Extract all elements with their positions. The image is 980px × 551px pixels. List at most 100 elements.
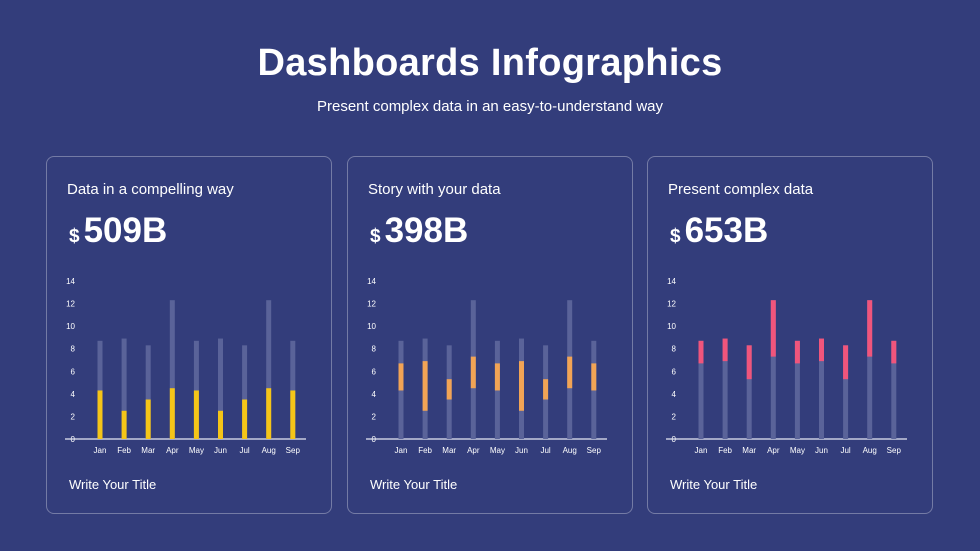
bar-may xyxy=(193,390,199,439)
y-tick-label: 14 xyxy=(667,277,676,286)
x-tick-label: May xyxy=(490,446,505,455)
x-tick-label: Jul xyxy=(239,446,249,455)
bar-apr xyxy=(770,300,776,357)
x-tick-label: Apr xyxy=(166,446,179,455)
y-tick-label: 10 xyxy=(66,322,75,331)
bar-jun xyxy=(519,361,524,411)
bar-aug xyxy=(867,300,873,357)
x-tick-label: Jan xyxy=(695,446,708,455)
card-heading: Story with your data xyxy=(368,181,501,198)
bar-chart: 02468101214JanFebMarAprMayJunJulAugSep xyxy=(65,277,306,455)
y-tick-label: 10 xyxy=(667,322,676,331)
x-tick-label: Feb xyxy=(718,446,732,455)
card-heading: Data in a compelling way xyxy=(67,181,234,198)
bar-aug xyxy=(567,356,573,389)
bar-may xyxy=(494,363,500,391)
card-value: $509B xyxy=(69,211,167,251)
bar-may xyxy=(794,340,800,364)
value-text: 509B xyxy=(83,211,168,250)
y-tick-label: 14 xyxy=(367,277,376,286)
y-tick-label: 12 xyxy=(66,300,75,309)
x-tick-label: Jun xyxy=(515,446,528,455)
y-tick-label: 12 xyxy=(367,300,376,309)
x-tick-label: Sep xyxy=(286,446,301,455)
bar-track xyxy=(770,300,776,439)
bar-track xyxy=(867,300,873,439)
bar-track xyxy=(218,338,223,439)
bar-track xyxy=(843,345,849,439)
x-tick-label: Apr xyxy=(767,446,780,455)
bar-jul xyxy=(242,399,248,439)
bar-track xyxy=(819,338,824,439)
y-tick-label: 2 xyxy=(672,412,677,421)
card-value: $653B xyxy=(670,211,768,251)
y-tick-label: 2 xyxy=(372,412,377,421)
x-tick-label: May xyxy=(189,446,204,455)
x-tick-label: Jul xyxy=(840,446,850,455)
currency-symbol: $ xyxy=(370,226,381,247)
bar-track xyxy=(121,338,127,439)
x-tick-label: Jun xyxy=(815,446,828,455)
bar-feb xyxy=(422,361,428,411)
x-tick-label: Mar xyxy=(141,446,155,455)
card-heading: Present complex data xyxy=(668,181,814,198)
bar-track xyxy=(722,338,728,439)
bar-aug xyxy=(266,388,272,439)
bar-track xyxy=(145,345,151,439)
dashboard-card: Data in a compelling way $509B 024681012… xyxy=(46,156,332,514)
bar-track xyxy=(891,340,897,439)
x-tick-label: Sep xyxy=(587,446,602,455)
x-tick-label: May xyxy=(790,446,805,455)
x-tick-label: Sep xyxy=(887,446,902,455)
bar-apr xyxy=(470,356,476,389)
page-title: Dashboards Infographics xyxy=(257,42,723,84)
y-tick-label: 8 xyxy=(71,345,76,354)
card-footer-title: Write Your Title xyxy=(370,477,458,492)
x-tick-label: Mar xyxy=(742,446,756,455)
dashboard-card: Story with your data $398B 02468101214Ja… xyxy=(347,156,633,514)
y-tick-label: 6 xyxy=(71,367,76,376)
bar-jun xyxy=(819,338,824,362)
y-tick-label: 6 xyxy=(672,367,677,376)
x-tick-label: Jan xyxy=(395,446,408,455)
x-tick-label: Aug xyxy=(863,446,877,455)
bar-chart: 02468101214JanFebMarAprMayJunJulAugSep xyxy=(366,277,607,455)
x-tick-label: Jun xyxy=(214,446,227,455)
card-footer-title: Write Your Title xyxy=(69,477,157,492)
x-tick-label: Feb xyxy=(117,446,131,455)
y-tick-label: 6 xyxy=(372,367,377,376)
bar-jul xyxy=(843,345,849,380)
bar-jun xyxy=(218,410,223,439)
x-tick-label: Feb xyxy=(418,446,432,455)
card-value: $398B xyxy=(370,211,468,251)
bar-mar xyxy=(145,399,151,439)
value-text: 653B xyxy=(684,211,769,250)
bar-feb xyxy=(121,410,127,439)
y-tick-label: 4 xyxy=(372,390,377,399)
y-tick-label: 4 xyxy=(71,390,76,399)
y-tick-label: 8 xyxy=(672,345,677,354)
x-tick-label: Jan xyxy=(94,446,107,455)
y-tick-label: 2 xyxy=(71,412,76,421)
bar-jul xyxy=(543,379,549,400)
card-footer-title: Write Your Title xyxy=(670,477,758,492)
x-tick-label: Aug xyxy=(563,446,577,455)
bar-track xyxy=(746,345,752,439)
bar-jan xyxy=(698,340,704,364)
bar-track xyxy=(794,340,800,439)
bar-track xyxy=(290,340,296,439)
y-tick-label: 8 xyxy=(372,345,377,354)
bar-sep xyxy=(591,363,597,391)
y-tick-label: 10 xyxy=(367,322,376,331)
bar-jan xyxy=(97,390,103,439)
dashboard-card: Present complex data $653B 02468101214Ja… xyxy=(647,156,933,514)
x-tick-label: Apr xyxy=(467,446,480,455)
x-tick-label: Jul xyxy=(540,446,550,455)
bar-feb xyxy=(722,338,728,362)
currency-symbol: $ xyxy=(670,226,681,247)
bar-mar xyxy=(746,345,752,380)
bar-track xyxy=(169,300,175,439)
currency-symbol: $ xyxy=(69,226,80,247)
bar-sep xyxy=(290,390,296,439)
y-tick-label: 14 xyxy=(66,277,75,286)
